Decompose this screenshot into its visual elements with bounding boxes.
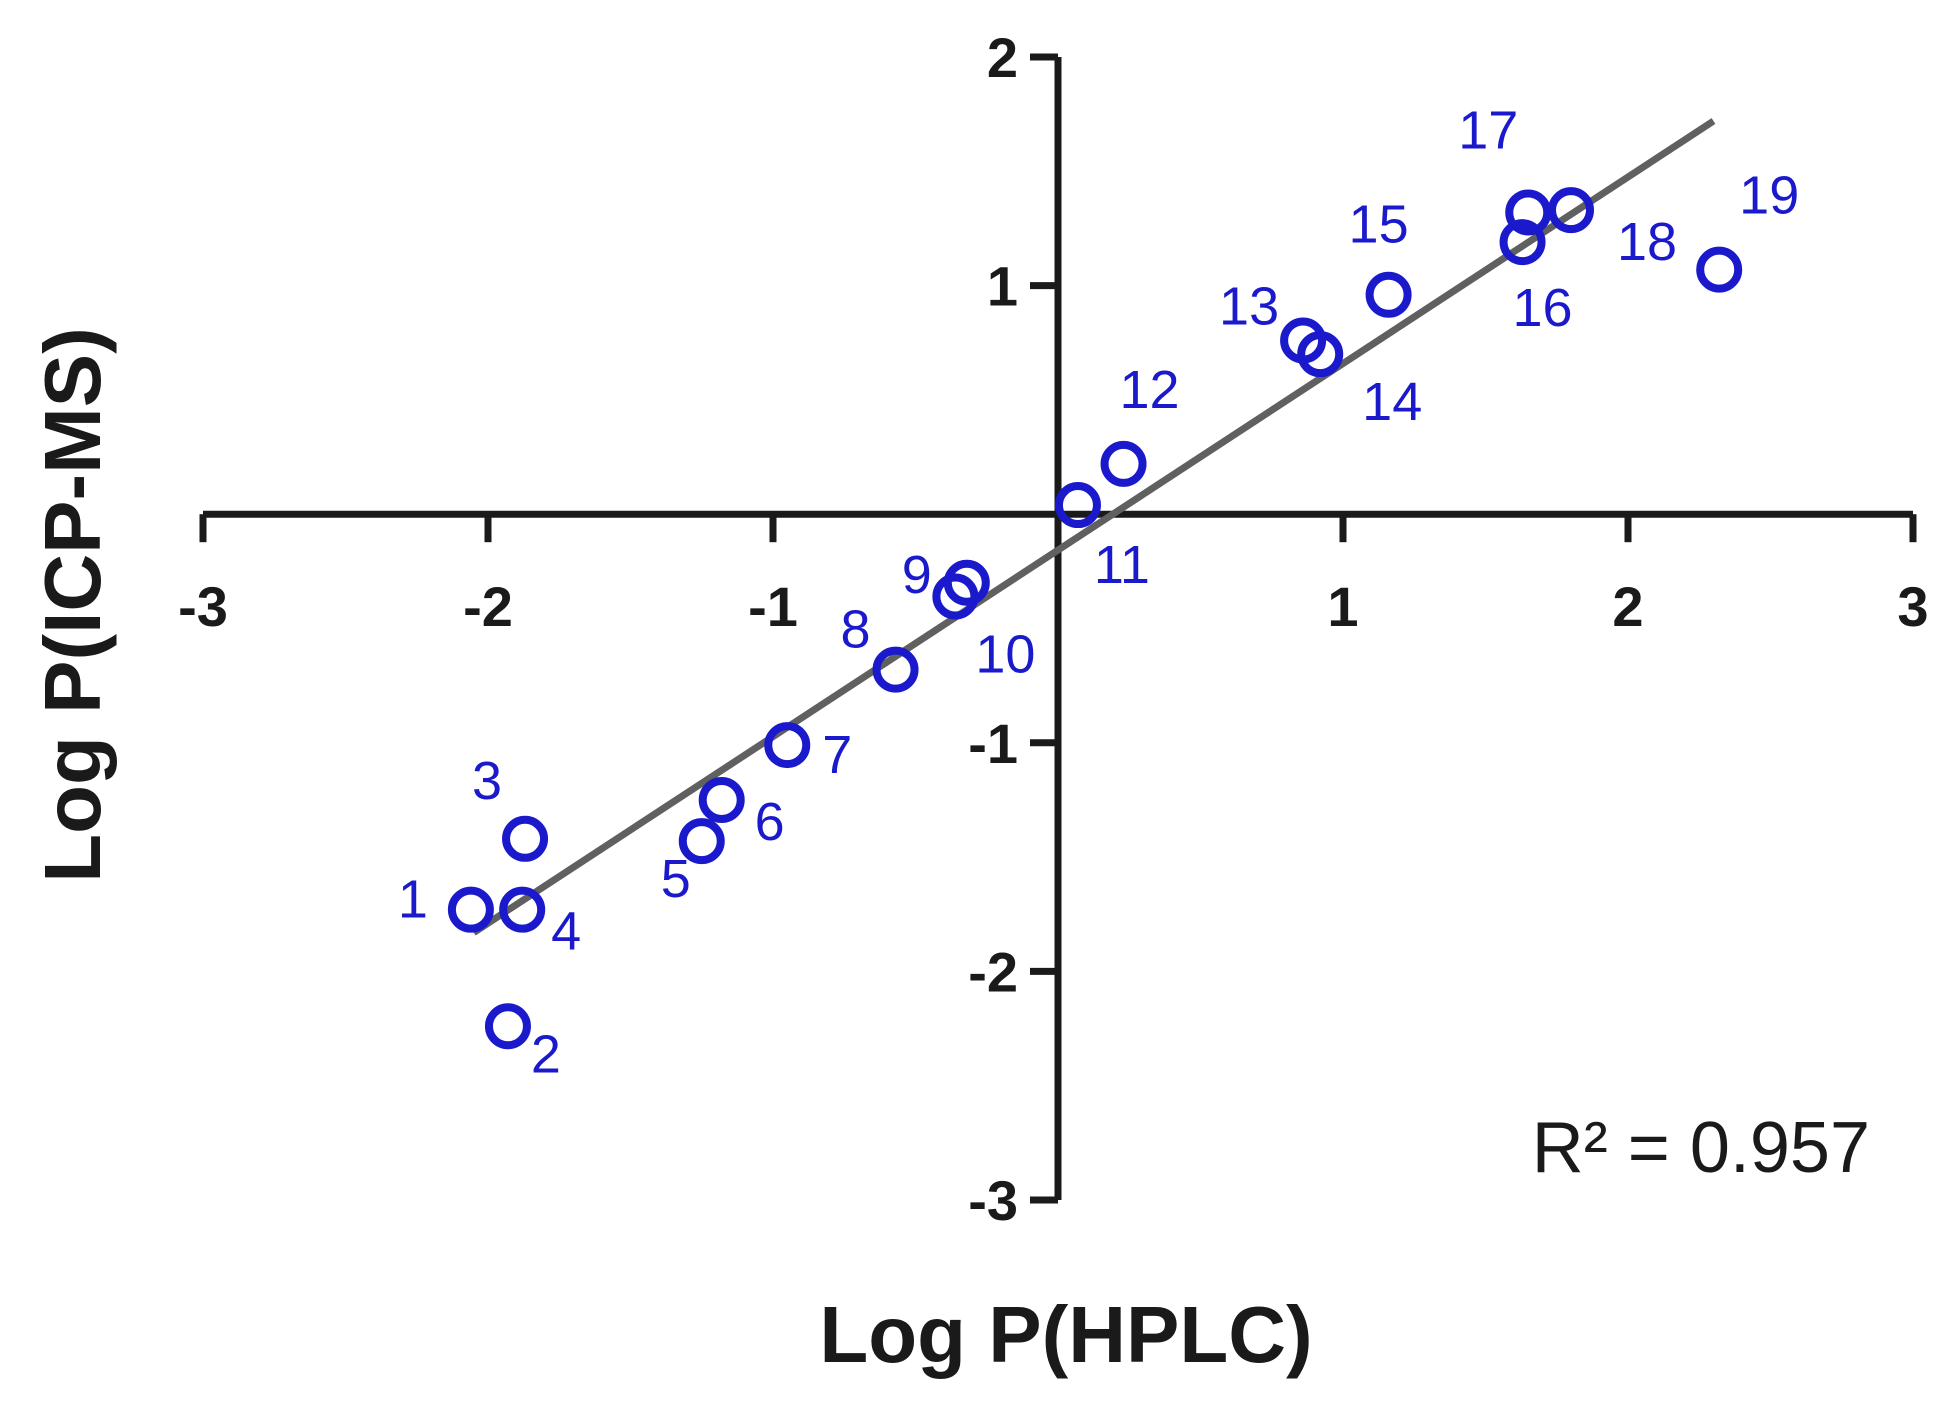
data-point-4	[499, 886, 546, 933]
y-tick-label: -3	[968, 1169, 1018, 1232]
point-label-6: 6	[755, 792, 785, 852]
y-tick-label: -2	[968, 940, 1018, 1003]
data-point-19	[1696, 246, 1743, 293]
y-tick-label: 1	[987, 255, 1018, 318]
data-point-18	[1548, 187, 1594, 234]
point-label-10: 10	[975, 624, 1035, 684]
regression-line	[471, 118, 1716, 936]
point-label-13: 13	[1219, 276, 1279, 336]
points-group	[447, 187, 1743, 1050]
point-label-8: 8	[841, 600, 871, 660]
point-label-7: 7	[822, 725, 852, 785]
point-label-14: 14	[1362, 372, 1422, 432]
point-label-4: 4	[551, 902, 581, 962]
y-tick-label: 2	[987, 26, 1018, 89]
y-axis-title: Log P(ICP-MS)	[28, 327, 117, 882]
point-label-3: 3	[472, 751, 502, 811]
data-point-16	[1499, 219, 1546, 266]
point-label-19: 19	[1739, 166, 1799, 226]
x-axis-title: Log P(HPLC)	[819, 1290, 1312, 1379]
data-point-3	[502, 815, 549, 862]
data-point-6	[698, 776, 745, 823]
point-label-11: 11	[1094, 535, 1150, 595]
data-point-1	[447, 886, 494, 933]
point-label-1: 1	[398, 870, 428, 930]
data-point-15	[1365, 271, 1412, 318]
x-tick-label: 3	[1897, 575, 1928, 638]
data-point-10	[932, 573, 979, 620]
y-tick-label: -1	[968, 712, 1018, 775]
data-point-11	[1054, 482, 1101, 529]
x-tick-label: -3	[178, 575, 228, 638]
point-label-16: 16	[1513, 278, 1573, 338]
x-tick-label: 1	[1327, 575, 1358, 638]
data-point-7	[764, 722, 811, 769]
data-point-2	[484, 1003, 531, 1050]
point-label-5: 5	[661, 849, 691, 909]
axes-group: -3 -2 -1 1 2 321-1-2-3	[178, 26, 1928, 1232]
data-point-12	[1100, 440, 1147, 487]
data-point-14	[1297, 331, 1344, 378]
x-tick-label: 2	[1612, 575, 1643, 638]
data-point-8	[872, 646, 919, 693]
point-label-18: 18	[1617, 212, 1677, 272]
r-squared-annotation: R² = 0.957	[1532, 1108, 1870, 1188]
point-label-12: 12	[1120, 360, 1180, 420]
data-point-5	[678, 818, 725, 865]
point-label-9: 9	[902, 545, 932, 605]
x-tick-label: -2	[463, 575, 513, 638]
x-tick-label: -1	[748, 575, 798, 638]
point-label-17: 17	[1458, 100, 1518, 160]
data-point-17	[1505, 189, 1552, 236]
point-label-2: 2	[531, 1024, 561, 1084]
point-label-15: 15	[1349, 195, 1409, 255]
